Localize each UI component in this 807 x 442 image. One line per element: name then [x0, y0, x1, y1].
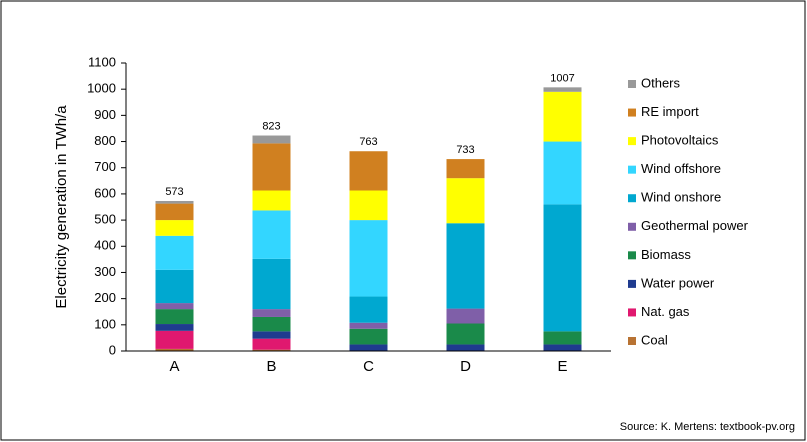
bar-segment — [252, 349, 291, 351]
x-tick-label: E — [557, 358, 567, 375]
legend-label: RE import — [641, 104, 699, 119]
bar-segment — [543, 91, 582, 142]
bar-segment — [543, 87, 582, 92]
total-label: 573 — [165, 186, 183, 198]
legend-swatch — [628, 165, 636, 174]
bar-segment — [349, 190, 388, 221]
y-tick-label: 600 — [94, 185, 116, 200]
legend-label: Wind onshore — [641, 190, 721, 205]
total-label: 733 — [456, 144, 474, 156]
legend-swatch — [628, 308, 636, 317]
bar-segment — [446, 223, 485, 309]
bar-segment — [155, 269, 194, 304]
legend-label: Biomass — [641, 247, 691, 262]
bar-segment — [155, 330, 194, 349]
total-label: 823 — [262, 120, 280, 132]
legend-swatch — [628, 222, 636, 231]
total-label: 1007 — [550, 72, 574, 84]
legend-label: Others — [641, 75, 681, 90]
bar-segment — [543, 141, 582, 205]
y-tick-label: 0 — [109, 342, 116, 357]
bar-segment — [252, 210, 291, 259]
x-tick-label: A — [169, 358, 179, 375]
legend-swatch — [628, 137, 636, 146]
bar-segment — [349, 322, 388, 329]
bar-segment — [252, 331, 291, 339]
bar-segment — [446, 344, 485, 351]
bar-segment — [543, 204, 582, 332]
legend-swatch — [628, 80, 636, 88]
bar-segment — [155, 200, 194, 204]
legend-label: Photovoltaics — [641, 133, 719, 148]
y-tick-label: 900 — [94, 107, 116, 122]
x-tick-label: D — [460, 358, 471, 375]
y-tick-label: 100 — [94, 316, 116, 331]
legend-swatch — [628, 337, 636, 345]
legend-label: Water power — [641, 275, 715, 290]
bar-segment — [252, 190, 291, 211]
y-tick-label: 400 — [94, 238, 116, 253]
bar-segment — [155, 220, 194, 236]
y-axis-label: Electricity generation in TWh/a — [53, 105, 70, 309]
y-tick-label: 300 — [94, 264, 116, 279]
y-tick-label: 1100 — [88, 54, 116, 69]
y-tick-label: 800 — [94, 133, 116, 148]
y-tick-label: 200 — [94, 290, 116, 305]
bar-segment — [543, 331, 582, 345]
source: Source: K. Mertens: textbook-pv.org — [620, 421, 795, 433]
y-tick-label: 1000 — [87, 81, 116, 96]
bar-segment — [252, 338, 291, 350]
bar-segment — [446, 308, 485, 324]
bar-segment — [252, 135, 291, 144]
bar-segment — [155, 203, 194, 221]
bar-segment — [349, 344, 388, 351]
legend-label: Wind offshore — [641, 161, 721, 176]
y-tick-label: 700 — [94, 159, 116, 174]
bar-segment — [155, 309, 194, 325]
bar-segment — [252, 258, 291, 310]
bar-segment — [252, 309, 291, 317]
bar-segment — [252, 143, 291, 191]
bar-segment — [543, 344, 582, 351]
bar-segment — [349, 296, 388, 323]
total-label: 763 — [359, 136, 377, 148]
bar-segment — [446, 159, 485, 179]
y-tick-label: 500 — [94, 212, 116, 227]
legend-swatch — [628, 251, 636, 260]
bar-segment — [155, 235, 194, 270]
x-tick-label: C — [363, 358, 374, 375]
bar-segment — [155, 348, 194, 351]
bar-segment — [155, 324, 194, 331]
bar-segment — [349, 220, 388, 297]
legend-label: Nat. gas — [641, 304, 690, 319]
bar-segment — [349, 328, 388, 345]
legend-label: Coal — [641, 332, 668, 347]
bar-segment — [252, 316, 291, 332]
x-tick-label: B — [266, 358, 276, 375]
bar-segment — [155, 303, 194, 310]
legend-label: Geothermal power — [641, 218, 749, 233]
bar-segment — [446, 178, 485, 224]
legend-swatch — [628, 279, 636, 288]
bar-segment — [446, 323, 485, 345]
legend-swatch — [628, 108, 636, 117]
legend-swatch — [628, 194, 636, 203]
bar-segment — [349, 151, 388, 191]
